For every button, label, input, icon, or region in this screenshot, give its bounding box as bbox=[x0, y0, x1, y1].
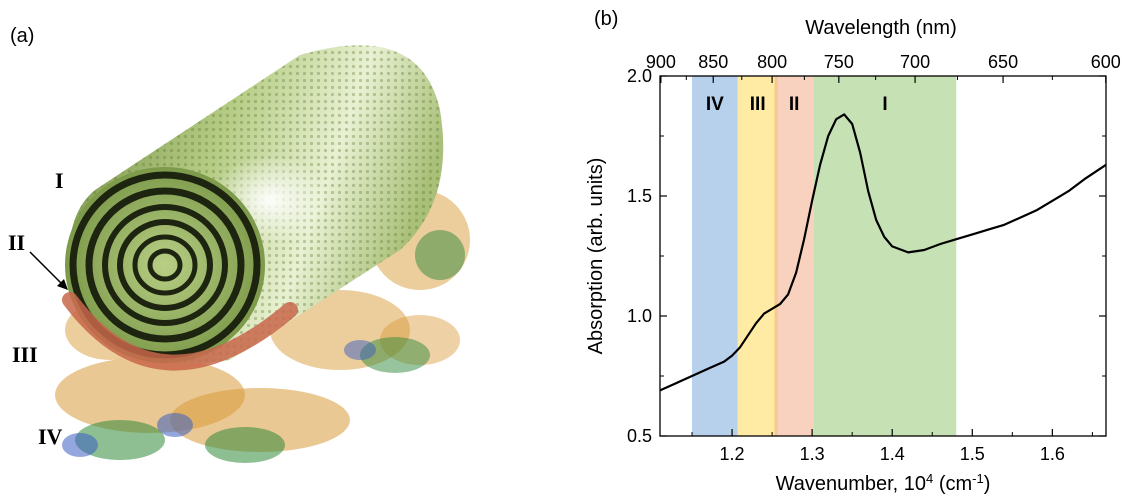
top-tick-label: 750 bbox=[824, 52, 854, 72]
panel-a: (a) I II III IV bbox=[0, 0, 560, 496]
band-label-I: I bbox=[882, 94, 887, 115]
y-tick-label: 0.5 bbox=[627, 426, 652, 446]
top-tick-label: 650 bbox=[988, 52, 1018, 72]
band-label-IV: IV bbox=[706, 94, 724, 115]
y-tick-label: 1.0 bbox=[627, 306, 652, 326]
curve-layer bbox=[659, 113, 1107, 392]
top-tick-label: 600 bbox=[1091, 52, 1121, 72]
x-tick-label: 1.6 bbox=[1040, 444, 1065, 464]
x-tick-label: 1.5 bbox=[960, 444, 985, 464]
right-axis bbox=[1099, 75, 1106, 437]
y-axis-title: Absorption (arb. units) bbox=[585, 158, 607, 355]
x-tick-label: 1.3 bbox=[800, 444, 825, 464]
band-II bbox=[774, 76, 814, 436]
band-I bbox=[813, 76, 957, 436]
panel-b-label: (b) bbox=[594, 8, 618, 30]
top-tick-label: 800 bbox=[757, 52, 787, 72]
panel-b: IV III II I 1.2 1.3 1.4 1.5 1.6 0.5 1.0 1.5 2.0 90… bbox=[560, 0, 1126, 496]
x-tick-label: 1.4 bbox=[880, 444, 905, 464]
absorption-chart: IV III II I 1.2 1.3 1.4 1.5 1.6 0.51.01.52.0 90… bbox=[585, 8, 1121, 496]
structure-label-II: II bbox=[8, 230, 25, 255]
bands-layer bbox=[692, 76, 957, 436]
chlorosome-illustration: (a) I II III IV bbox=[8, 25, 470, 463]
top-axis-title: Wavelength (nm) bbox=[805, 17, 957, 39]
absorption-curve bbox=[659, 113, 1107, 392]
band-III bbox=[737, 76, 778, 436]
baseplate-band bbox=[62, 292, 298, 371]
arrow-icon bbox=[29, 251, 68, 290]
panel-a-label: (a) bbox=[10, 25, 34, 47]
left-axis: 0.5 1.0 1.5 2.0 bbox=[627, 66, 667, 446]
y-tick-label: 1.5 bbox=[627, 186, 652, 206]
x-axis-title: Wavenumber, 104 (cm-1) bbox=[776, 471, 991, 496]
top-tick-label: 850 bbox=[698, 52, 728, 72]
structure-label-I: I bbox=[55, 168, 64, 193]
top-tick-label: 900 bbox=[646, 52, 676, 72]
band-labels-layer: IV III II I bbox=[706, 94, 888, 115]
bottom-axis: 1.2 1.3 1.4 1.5 1.6 bbox=[691, 429, 1093, 464]
band-label-III: III bbox=[750, 94, 766, 115]
concentric-rings bbox=[65, 167, 265, 363]
y-tick-label: 2.0 bbox=[627, 66, 652, 86]
structure-label-III: III bbox=[12, 342, 38, 367]
band-label-II: II bbox=[789, 94, 800, 115]
band-IV bbox=[692, 76, 738, 436]
top-axis: 900 850 800 750 700 650 600 bbox=[646, 52, 1121, 83]
structure-label-IV: IV bbox=[38, 424, 63, 449]
top-tick-label: 700 bbox=[900, 52, 930, 72]
x-tick-label: 1.2 bbox=[720, 444, 745, 464]
